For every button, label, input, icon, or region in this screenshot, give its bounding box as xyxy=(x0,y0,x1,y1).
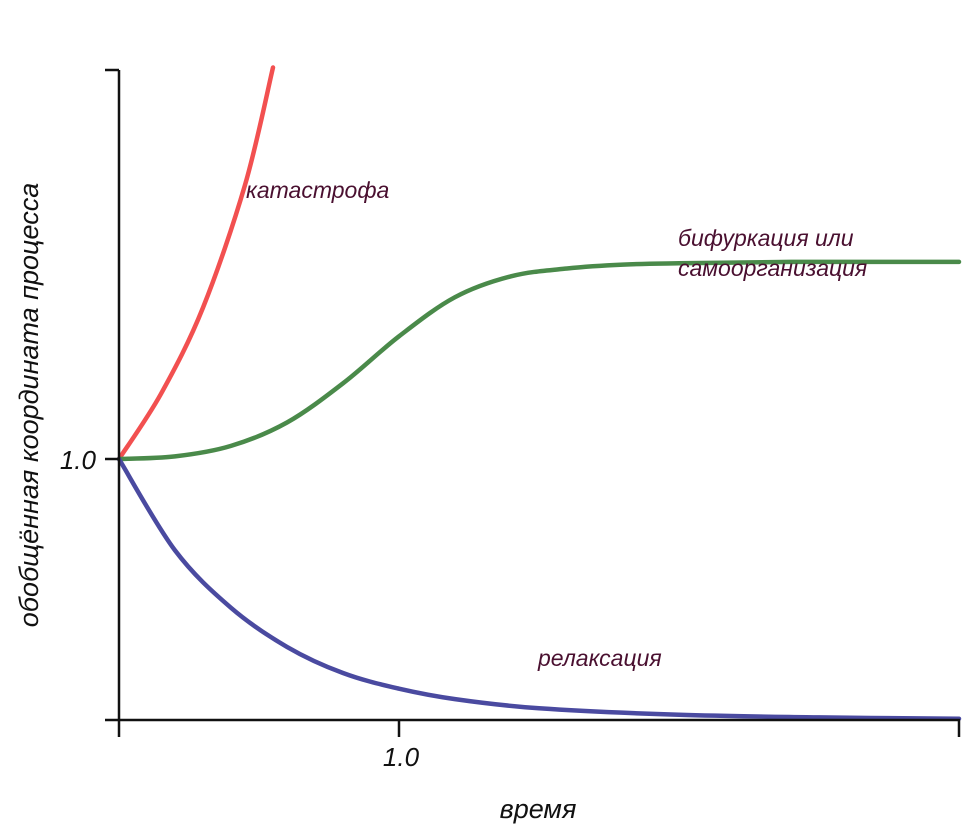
catastrophe-curve xyxy=(116,65,276,462)
annotation-relaxation: релаксация xyxy=(537,645,662,671)
annotation-bifurcation-line2: самоорганизация xyxy=(678,255,867,281)
y-axis-label: обобщённая координата процесса xyxy=(14,183,44,627)
curves-group xyxy=(116,65,962,721)
relaxation-curve xyxy=(116,456,962,721)
annotation-bifurcation-line1: бифуркация или xyxy=(678,225,854,251)
x-tick-label: 1.0 xyxy=(383,742,420,772)
y-tick-label: 1.0 xyxy=(60,445,97,475)
x-axis-label: время xyxy=(500,794,577,824)
annotation-catastrophe: катастрофа xyxy=(246,177,389,203)
bifurcation-curve xyxy=(116,259,962,462)
